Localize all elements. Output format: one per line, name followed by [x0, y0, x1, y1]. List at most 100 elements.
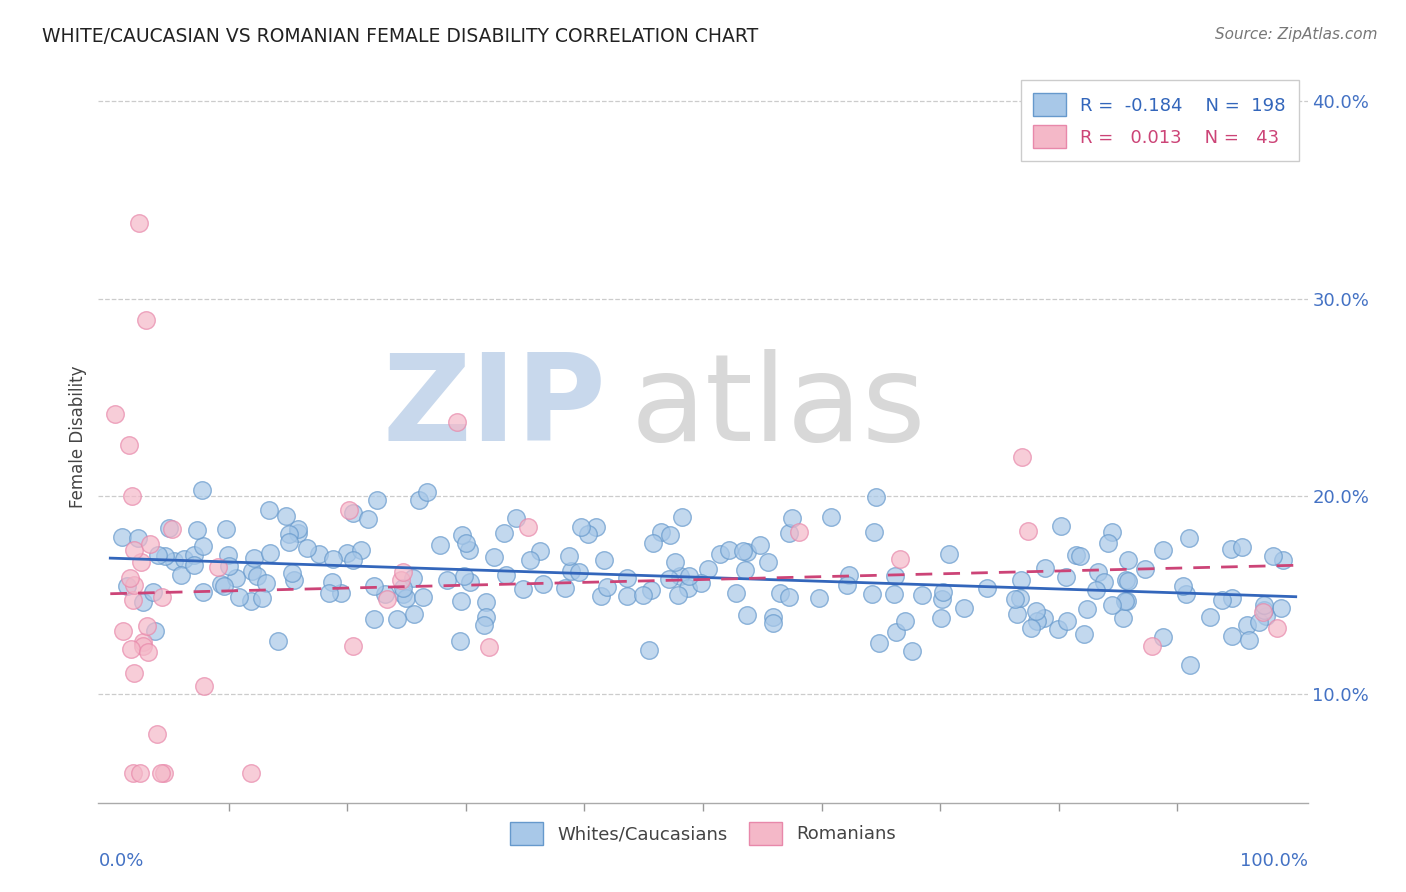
Point — [287, 522, 309, 536]
Point — [1073, 626, 1095, 640]
Point — [122, 543, 145, 558]
Point — [633, 588, 655, 602]
Point — [778, 591, 800, 605]
Point — [697, 562, 720, 576]
Point — [482, 550, 505, 565]
Point — [416, 484, 439, 499]
Point — [576, 527, 599, 541]
Text: 100.0%: 100.0% — [1240, 852, 1308, 871]
Point — [1265, 621, 1288, 635]
Point — [252, 591, 274, 606]
Point — [838, 568, 860, 582]
Point — [1064, 548, 1087, 562]
Point — [1047, 623, 1070, 637]
Point — [132, 640, 155, 654]
Point — [734, 563, 756, 577]
Point — [350, 543, 373, 558]
Point — [835, 578, 858, 592]
Point — [1101, 598, 1123, 612]
Point — [1085, 583, 1108, 598]
Point — [193, 539, 215, 553]
Point — [122, 592, 145, 607]
Point — [512, 582, 534, 596]
Point — [477, 640, 499, 655]
Point — [820, 510, 842, 524]
Point — [391, 566, 413, 580]
Point — [454, 536, 477, 550]
Point — [568, 565, 591, 579]
Point — [128, 216, 150, 230]
Point — [118, 438, 141, 452]
Point — [342, 553, 364, 567]
Point — [671, 509, 693, 524]
Point — [128, 766, 150, 780]
Point — [735, 607, 758, 622]
Point — [1032, 611, 1054, 625]
Point — [392, 581, 415, 595]
Point — [136, 644, 159, 658]
Point — [191, 483, 214, 498]
Point — [678, 569, 700, 583]
Point — [1011, 450, 1033, 464]
Point — [142, 584, 165, 599]
Point — [281, 566, 304, 580]
Point — [218, 558, 240, 573]
Point — [450, 594, 472, 608]
Y-axis label: Female Disability: Female Disability — [69, 366, 87, 508]
Point — [616, 571, 638, 585]
Point — [658, 572, 681, 586]
Point — [1174, 587, 1197, 601]
Point — [337, 503, 360, 517]
Point — [321, 575, 343, 590]
Point — [690, 576, 713, 591]
Point — [1135, 562, 1157, 576]
Point — [329, 586, 352, 600]
Point — [389, 574, 412, 588]
Point — [1076, 602, 1098, 616]
Point — [1220, 629, 1243, 643]
Point — [246, 569, 269, 583]
Point — [127, 532, 149, 546]
Point — [1033, 561, 1056, 575]
Point — [1004, 592, 1026, 607]
Point — [659, 528, 682, 542]
Point — [146, 548, 169, 562]
Point — [375, 591, 398, 606]
Point — [519, 553, 541, 567]
Point — [911, 588, 934, 602]
Point — [494, 526, 516, 541]
Point — [1112, 610, 1135, 624]
Point — [436, 573, 458, 587]
Point — [374, 587, 396, 601]
Point — [569, 520, 592, 534]
Point — [894, 614, 917, 628]
Point — [392, 587, 415, 601]
Point — [953, 600, 976, 615]
Point — [1115, 573, 1137, 587]
Point — [637, 643, 659, 657]
Point — [666, 588, 689, 602]
Point — [460, 574, 482, 589]
Point — [1178, 532, 1201, 546]
Point — [558, 549, 581, 563]
Point — [458, 542, 481, 557]
Point — [643, 536, 665, 550]
Point — [395, 591, 418, 606]
Point — [132, 635, 155, 649]
Point — [592, 553, 614, 567]
Point — [865, 490, 887, 504]
Point — [709, 547, 731, 561]
Point — [474, 618, 496, 632]
Point — [212, 579, 235, 593]
Point — [146, 727, 169, 741]
Point — [278, 534, 301, 549]
Point — [193, 585, 215, 599]
Point — [363, 578, 385, 592]
Point — [1236, 617, 1258, 632]
Point — [668, 569, 690, 583]
Point — [863, 525, 886, 540]
Point — [1180, 658, 1202, 673]
Text: 0.0%: 0.0% — [98, 852, 143, 871]
Text: Source: ZipAtlas.com: Source: ZipAtlas.com — [1215, 27, 1378, 42]
Point — [209, 577, 232, 591]
